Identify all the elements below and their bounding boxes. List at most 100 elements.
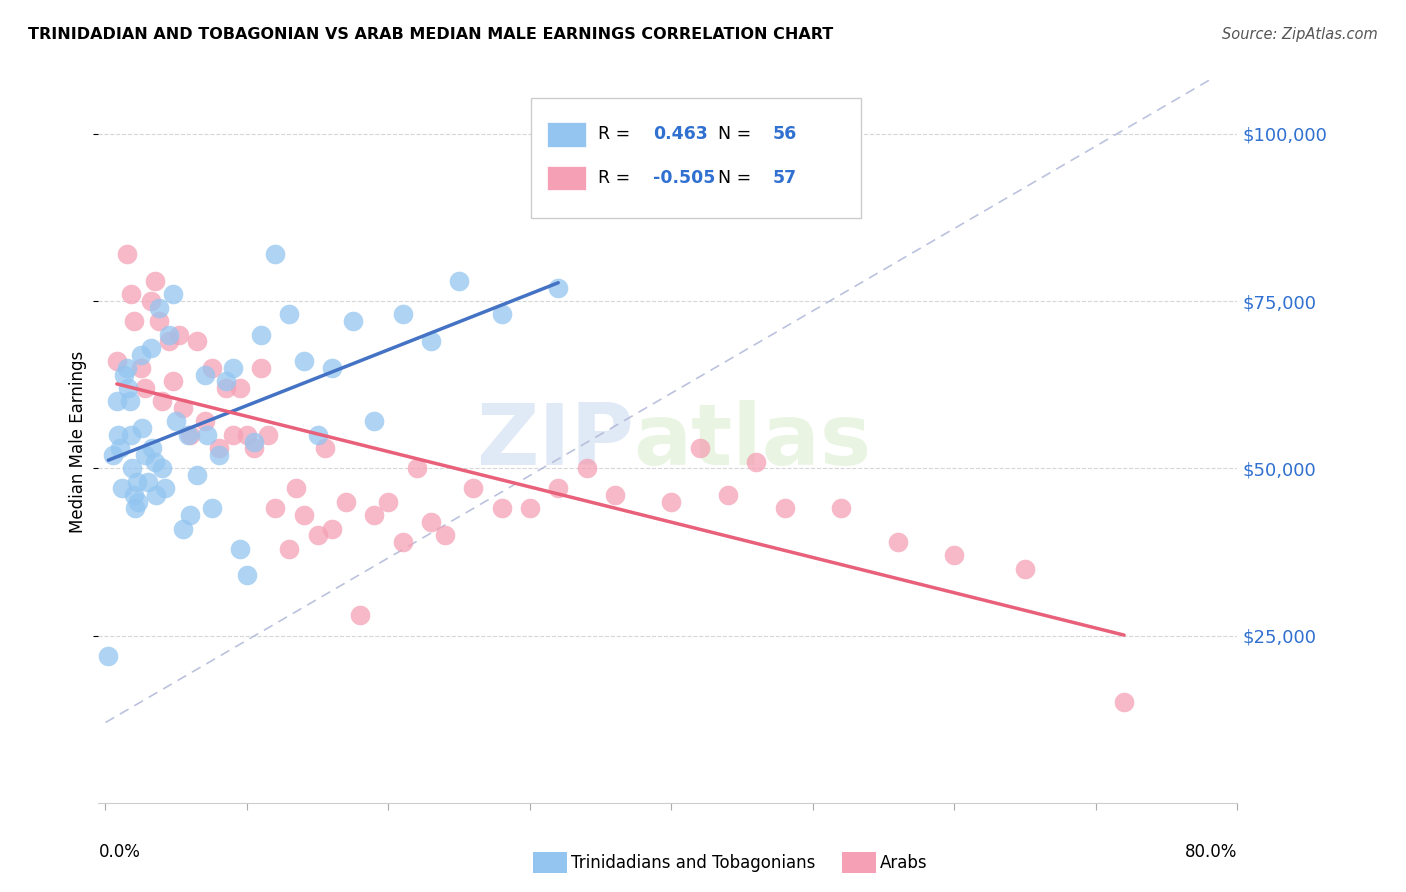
Point	[278, 307, 301, 321]
Point	[200, 361, 222, 376]
Point	[105, 394, 128, 409]
Point	[419, 515, 441, 529]
Point	[449, 274, 471, 288]
Point	[129, 361, 152, 376]
Point	[434, 528, 457, 542]
Point	[363, 508, 385, 523]
Point	[215, 375, 238, 389]
Point	[222, 427, 245, 442]
Text: N =: N =	[718, 126, 756, 144]
Point	[172, 401, 194, 416]
Text: R =: R =	[599, 169, 636, 186]
Text: Trinidadians and Tobagonians: Trinidadians and Tobagonians	[571, 854, 815, 871]
Point	[150, 461, 173, 475]
Point	[250, 327, 273, 342]
Point	[124, 501, 146, 516]
Point	[165, 414, 187, 428]
Point	[1114, 696, 1136, 710]
Point	[143, 454, 166, 469]
Point	[575, 461, 598, 475]
Point	[243, 441, 266, 455]
Point	[236, 568, 259, 582]
Text: 0.0%: 0.0%	[98, 843, 141, 861]
Point	[111, 482, 134, 496]
Point	[127, 494, 149, 508]
Text: ZIP: ZIP	[477, 400, 634, 483]
Point	[115, 247, 138, 261]
Point	[547, 281, 569, 295]
Point	[349, 608, 371, 623]
Point	[603, 488, 626, 502]
Point	[134, 448, 156, 462]
Text: 57: 57	[773, 169, 797, 186]
Point	[179, 508, 201, 523]
Point	[148, 314, 170, 328]
Point	[115, 361, 138, 376]
Point	[120, 287, 142, 301]
Point	[292, 508, 315, 523]
Point	[463, 482, 485, 496]
Text: N =: N =	[718, 169, 756, 186]
Point	[148, 301, 170, 315]
Point	[285, 482, 308, 496]
Point	[125, 475, 148, 489]
Point	[830, 501, 852, 516]
Point	[121, 461, 143, 475]
Point	[145, 488, 167, 502]
Point	[153, 482, 176, 496]
Point	[167, 327, 190, 342]
Point	[547, 482, 569, 496]
Point	[717, 488, 740, 502]
Point	[689, 441, 711, 455]
Point	[215, 381, 238, 395]
Point	[143, 274, 166, 288]
Point	[229, 541, 252, 556]
Point	[342, 314, 364, 328]
Point	[391, 307, 413, 321]
Point	[186, 334, 208, 348]
Point	[307, 427, 329, 442]
Point	[264, 247, 287, 261]
Point	[887, 534, 910, 549]
Text: TRINIDADIAN AND TOBAGONIAN VS ARAB MEDIAN MALE EARNINGS CORRELATION CHART: TRINIDADIAN AND TOBAGONIAN VS ARAB MEDIA…	[28, 27, 834, 42]
Text: Source: ZipAtlas.com: Source: ZipAtlas.com	[1222, 27, 1378, 42]
Point	[321, 361, 343, 376]
Point	[661, 494, 683, 508]
Point	[419, 334, 441, 348]
Point	[943, 548, 966, 563]
Point	[236, 427, 259, 442]
Point	[745, 454, 768, 469]
Text: 56: 56	[773, 126, 797, 144]
Point	[122, 314, 145, 328]
Point	[200, 501, 222, 516]
Point	[97, 648, 120, 663]
Point	[1014, 562, 1036, 576]
Point	[172, 521, 194, 535]
Point	[136, 475, 159, 489]
Point	[363, 414, 385, 428]
Point	[139, 293, 162, 308]
Text: Arabs: Arabs	[880, 854, 928, 871]
Text: R =: R =	[599, 126, 636, 144]
Point	[243, 434, 266, 449]
Point	[229, 381, 252, 395]
Point	[134, 381, 156, 395]
Point	[193, 414, 215, 428]
Point	[307, 528, 329, 542]
Text: 80.0%: 80.0%	[1185, 843, 1237, 861]
Text: 0.463: 0.463	[652, 126, 707, 144]
Point	[101, 448, 124, 462]
Point	[139, 341, 162, 355]
FancyBboxPatch shape	[547, 122, 586, 147]
Point	[391, 534, 413, 549]
Point	[405, 461, 427, 475]
Point	[186, 467, 208, 482]
Point	[112, 368, 135, 382]
Point	[150, 394, 173, 409]
Point	[292, 354, 315, 368]
Point	[141, 441, 163, 455]
Point	[208, 448, 231, 462]
Point	[131, 421, 153, 435]
Point	[208, 441, 231, 455]
Point	[491, 501, 513, 516]
